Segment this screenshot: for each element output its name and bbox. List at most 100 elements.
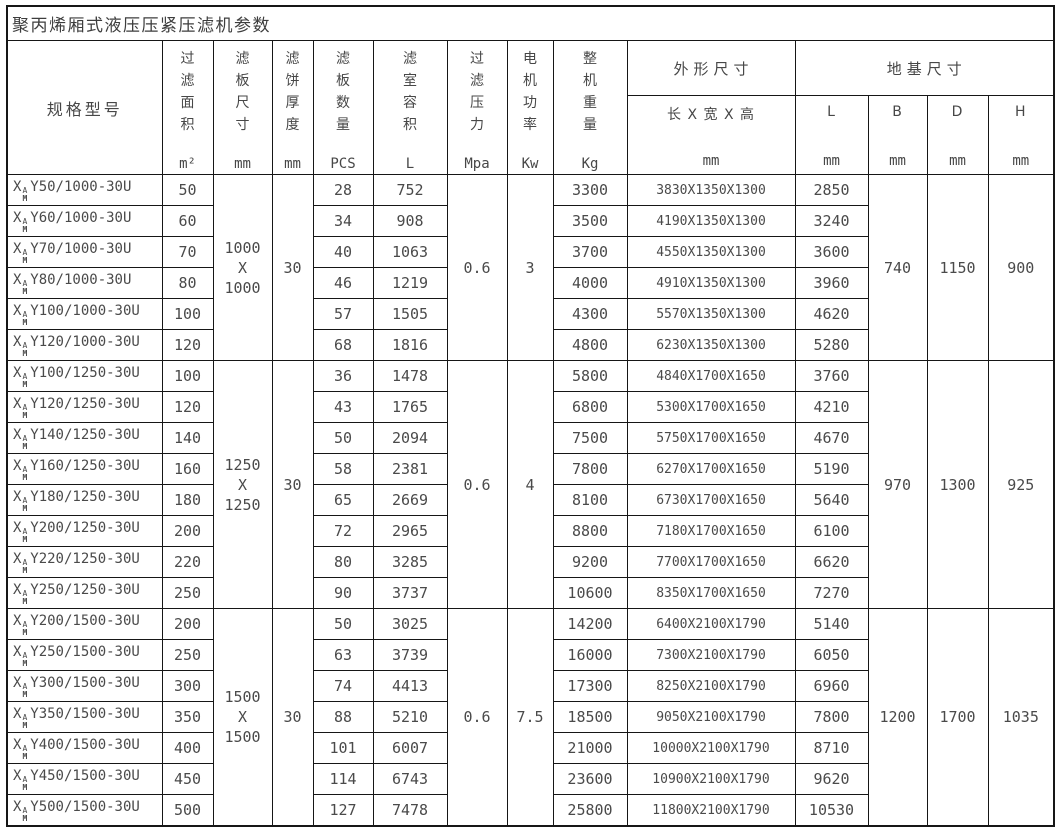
model-number: Y60/1000-30U <box>30 209 132 226</box>
model-prefix-base: X <box>13 488 22 505</box>
volume-cell: 2381 <box>372 453 448 485</box>
table-row: X A M Y160/1250-30U 160 58 2381 7800 6270X1700X1… <box>6 453 1054 485</box>
weight-cell: 5800 <box>552 360 628 392</box>
dims-cell: 9050X2100X1790 <box>626 701 796 733</box>
pcs-cell: 68 <box>312 329 374 361</box>
volume-cell: 5210 <box>372 701 448 733</box>
model-number: Y250/1500-30U <box>30 643 140 660</box>
l-cell: 6620 <box>794 546 869 578</box>
dims-cell: 4840X1700X1650 <box>626 360 796 392</box>
model-number: Y220/1250-30U <box>30 550 140 567</box>
d-cell: 1150 <box>926 174 989 361</box>
l-cell: 5140 <box>794 608 869 640</box>
pcs-cell: 36 <box>312 360 374 392</box>
weight-cell: 21000 <box>552 732 628 764</box>
model-number: Y400/1500-30U <box>30 736 140 753</box>
model-number: Y200/1250-30U <box>30 519 140 536</box>
area-cell: 200 <box>161 608 214 640</box>
model-cell: X A M Y70/1000-30U <box>6 236 163 268</box>
dims-cell: 6400X2100X1790 <box>626 608 796 640</box>
area-cell: 100 <box>161 360 214 392</box>
volume-cell: 2965 <box>372 515 448 547</box>
pcs-cell: 72 <box>312 515 374 547</box>
col-header-plate-count: 滤板数量 PCS <box>312 40 374 175</box>
l-cell: 3600 <box>794 236 869 268</box>
model-cell: X A M Y200/1250-30U <box>6 515 163 547</box>
model-number: Y120/1000-30U <box>30 333 140 350</box>
pcs-cell: 114 <box>312 763 374 795</box>
model-prefix-base: X <box>13 550 22 567</box>
pcs-cell: 63 <box>312 639 374 671</box>
dims-cell: 6230X1350X1300 <box>626 329 796 361</box>
dims-cell: 5570X1350X1300 <box>626 298 796 330</box>
model-prefix-base: X <box>13 395 22 412</box>
col-header-plate-size: 滤板尺寸 mm <box>212 40 273 175</box>
power-cell: 4 <box>506 360 554 609</box>
model-prefix-base: X <box>13 736 22 753</box>
pcs-cell: 101 <box>312 732 374 764</box>
model-prefix-base: X <box>13 364 22 381</box>
l-cell: 10530 <box>794 794 869 827</box>
dims-cell: 7700X1700X1650 <box>626 546 796 578</box>
area-cell: 200 <box>161 515 214 547</box>
pcs-cell: 88 <box>312 701 374 733</box>
volume-cell: 3025 <box>372 608 448 640</box>
model-prefix-base: X <box>13 302 22 319</box>
b-cell: 1200 <box>867 608 928 827</box>
model-cell: X A M Y80/1000-30U <box>6 267 163 299</box>
col-header-lwh: 长 X 宽 X 高 mm <box>626 95 796 175</box>
pcs-cell: 74 <box>312 670 374 702</box>
table-row: X A M Y250/1500-30U 250 63 3739 16000 7300X2100X… <box>6 639 1054 671</box>
table-row: X A M Y500/1500-30U 500 127 7478 25800 11800X210… <box>6 794 1054 827</box>
weight-cell: 10600 <box>552 577 628 609</box>
dims-cell: 8250X2100X1790 <box>626 670 796 702</box>
area-cell: 500 <box>161 794 214 827</box>
area-cell: 400 <box>161 732 214 764</box>
table-row: X A M Y350/1500-30U 350 88 5210 18500 9050X2100X… <box>6 701 1054 733</box>
model-prefix-base: X <box>13 767 22 784</box>
area-cell: 300 <box>161 670 214 702</box>
col-header-foundation-dims: 地基尺寸 <box>794 39 1055 97</box>
weight-cell: 8800 <box>552 515 628 547</box>
pcs-cell: 34 <box>312 205 374 237</box>
area-cell: 70 <box>161 236 214 268</box>
area-cell: 100 <box>161 298 214 330</box>
model-number: Y450/1500-30U <box>30 767 140 784</box>
col-header-filter-area: 过滤面积 m² <box>161 40 214 175</box>
thickness-cell: 30 <box>271 174 314 361</box>
area-cell: 250 <box>161 639 214 671</box>
page-title: 聚丙烯厢式液压压紧压滤机参数 <box>6 5 1055 41</box>
model-number: Y200/1500-30U <box>30 612 140 629</box>
l-cell: 3240 <box>794 205 869 237</box>
l-cell: 2850 <box>794 174 869 206</box>
pcs-cell: 46 <box>312 267 374 299</box>
table-row: X A M Y200/1500-30U 200 1500 X 1500 30 50 3025 0.6 7… <box>6 608 1055 827</box>
pcs-cell: 127 <box>312 794 374 827</box>
dims-cell: 10900X2100X1790 <box>626 763 796 795</box>
model-cell: X A M Y300/1500-30U <box>6 670 163 702</box>
model-number: Y300/1500-30U <box>30 674 140 691</box>
dims-cell: 5300X1700X1650 <box>626 391 796 423</box>
weight-cell: 9200 <box>552 546 628 578</box>
dims-cell: 4190X1350X1300 <box>626 205 796 237</box>
model-number: Y500/1500-30U <box>30 798 140 815</box>
dims-cell: 6730X1700X1650 <box>626 484 796 516</box>
model-cell: X A M Y180/1250-30U <box>6 484 163 516</box>
area-cell: 120 <box>161 329 214 361</box>
weight-cell: 8100 <box>552 484 628 516</box>
model-prefix-base: X <box>13 426 22 443</box>
area-cell: 250 <box>161 577 214 609</box>
area-cell: 350 <box>161 701 214 733</box>
volume-cell: 1063 <box>372 236 448 268</box>
model-cell: X A M Y100/1250-30U <box>6 360 163 392</box>
